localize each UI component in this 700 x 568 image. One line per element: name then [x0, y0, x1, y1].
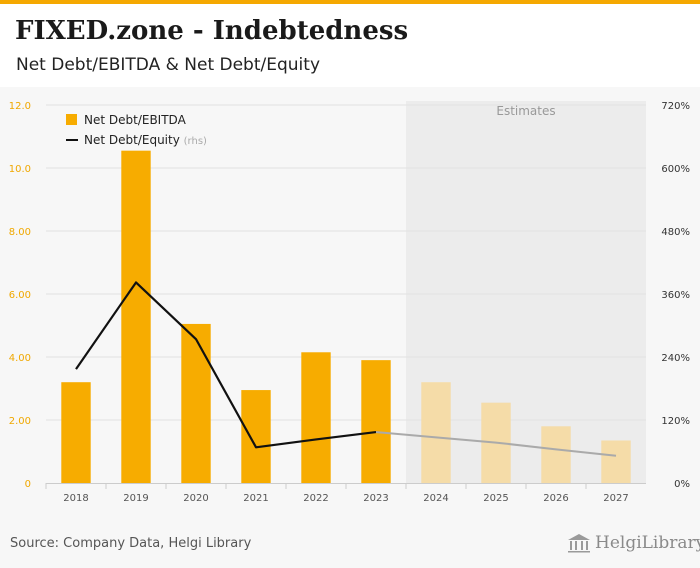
y-left-tick-label: 12.0: [9, 101, 31, 112]
y-right-tick-label: 480%: [661, 227, 690, 238]
x-tick-label-2027: 2027: [603, 493, 628, 504]
bar-2027: [601, 440, 631, 483]
line-net-debt-equity: [75, 281, 377, 449]
accent-bar: [0, 0, 700, 4]
y-right-tick-label: 120%: [661, 416, 690, 427]
x-tick-label-2019: 2019: [123, 493, 148, 504]
x-tick-label-2021: 2021: [243, 493, 268, 504]
logo-text: HelgiLibrary.: [595, 533, 700, 553]
y-left-tick-label: 0: [25, 479, 31, 490]
legend-label-net-debt-equity: Net Debt/Equity (rhs): [84, 133, 207, 147]
source-note: Source: Company Data, Helgi Library: [10, 536, 252, 551]
bar-2022: [301, 352, 331, 483]
bar-2023: [361, 360, 391, 483]
y-left-tick-label: 10.0: [9, 164, 31, 175]
legend-rhs-suffix: (rhs): [184, 136, 207, 147]
library-building-icon: [568, 534, 590, 553]
bar-2018: [61, 382, 91, 483]
y-left-tick-label: 2.00: [9, 416, 31, 427]
chart-plot: Estimates 2018 2019 2020 2021 2022 2023 2024 20…: [9, 101, 690, 504]
y-left-tick-label: 4.00: [9, 353, 31, 364]
y-right-tick-label: 720%: [661, 101, 690, 112]
x-tick-label-2026: 2026: [543, 493, 568, 504]
y-right-tick-label: 0%: [674, 479, 690, 490]
y-right-tick-label: 360%: [661, 290, 690, 301]
y-left-tick-label: 6.00: [9, 290, 31, 301]
legend-label-net-debt-ebitda: Net Debt/EBITDA: [84, 113, 187, 127]
bar-2020: [181, 323, 211, 483]
x-tick-label-2018: 2018: [63, 493, 88, 504]
chart-subtitle: Net Debt/EBITDA & Net Debt/Equity: [16, 55, 320, 75]
line-net-debt-equity-estimate: [375, 431, 617, 457]
bar-2021: [241, 390, 271, 483]
x-tick-label-2023: 2023: [363, 493, 388, 504]
header: FIXED.zone - Indebtedness Net Debt/EBITD…: [0, 4, 700, 87]
bar-2019: [121, 150, 151, 484]
x-tick-label-2024: 2024: [423, 493, 448, 504]
x-tick-label-2020: 2020: [183, 493, 208, 504]
x-tick-label-2025: 2025: [483, 493, 508, 504]
y-left-tick-label: 8.00: [9, 227, 31, 238]
helgi-library-logo: HelgiLibrary.: [566, 533, 700, 553]
legend-swatch-bar: [66, 114, 77, 125]
y-right-tick-label: 240%: [661, 353, 690, 364]
chart-title: FIXED.zone - Indebtedness: [15, 16, 409, 46]
x-tick-label-2022: 2022: [303, 493, 328, 504]
y-right-tick-label: 600%: [661, 164, 690, 175]
estimates-label: Estimates: [496, 104, 555, 118]
bar-2026: [541, 426, 571, 483]
bar-2024: [421, 382, 451, 483]
